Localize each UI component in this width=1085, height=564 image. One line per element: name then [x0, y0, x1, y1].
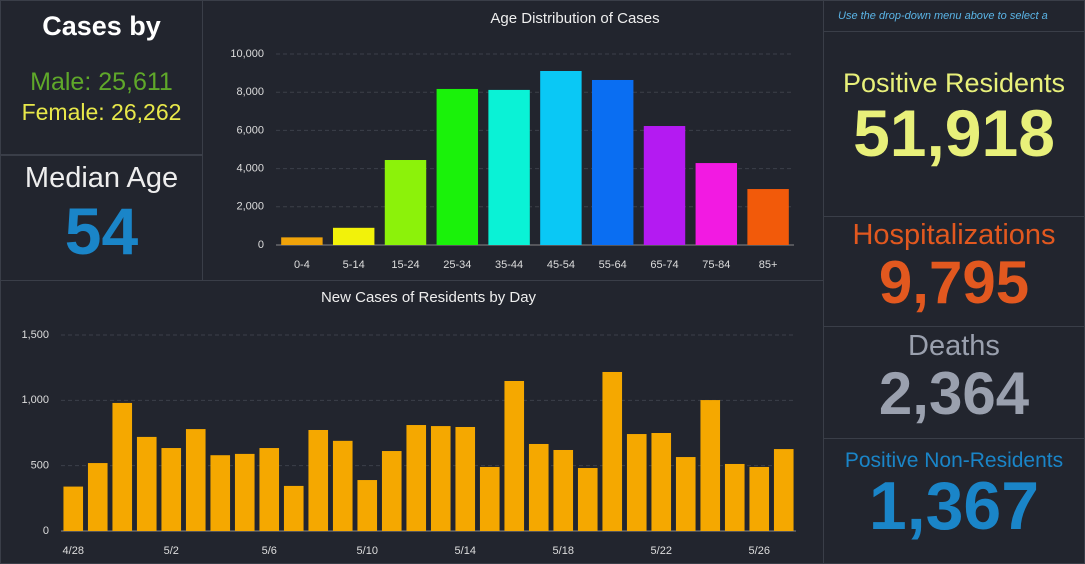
y-tick-label: 1,500: [21, 329, 49, 341]
x-tick-label: 5/2: [164, 545, 179, 557]
y-tick-label: 500: [31, 460, 49, 472]
bar: [695, 163, 738, 245]
bar: [332, 227, 375, 245]
median-label: Median Age: [24, 162, 179, 194]
bar: [455, 426, 476, 531]
bar: [700, 400, 721, 531]
day-chart-panel: New Cases of Residents by Day 0 500 1,000 1,…: [0, 280, 824, 564]
chart-title: Age Distribution of Cases: [490, 10, 659, 27]
bar: [675, 457, 696, 531]
gender-panel: Cases by Male: 25,611 Female: 26,262: [0, 0, 203, 155]
stat-label: Deaths: [908, 330, 1000, 362]
bar: [747, 189, 789, 245]
y-tick-label: 6,000: [236, 124, 264, 136]
stat-value: 9,795: [878, 249, 1030, 316]
bar: [430, 426, 451, 531]
bar: [87, 463, 108, 531]
x-tick-label: 55-64: [599, 259, 627, 271]
x-tick-label: 5/26: [749, 545, 770, 557]
bar: [136, 436, 157, 531]
bar: [283, 485, 304, 531]
chart-title: New Cases of Residents by Day: [321, 289, 537, 306]
bar: [63, 486, 84, 531]
x-tick-label: 5-14: [343, 259, 365, 271]
stat-label: Hospitalizations: [852, 219, 1056, 251]
bar: [749, 466, 770, 531]
x-tick-label: 0-4: [294, 259, 310, 271]
x-tick-label: 5/10: [357, 545, 378, 557]
y-tick-label: 8,000: [236, 86, 264, 98]
male-count: Male: 25,611: [30, 68, 173, 96]
stat-value: 1,367: [868, 468, 1040, 544]
x-tick-label: 5/22: [651, 545, 672, 557]
bar: [528, 443, 549, 531]
y-tick-label: 4,000: [236, 163, 264, 175]
y-tick-label: 0: [43, 525, 49, 537]
stat-panel: Positive Residents 51,918: [823, 31, 1085, 217]
bar: [357, 480, 378, 531]
stat-panel: Positive Non-Residents 1,367: [823, 438, 1085, 564]
stat-label: Positive Residents: [842, 68, 1066, 98]
y-tick-label: 2,000: [236, 201, 264, 213]
x-tick-label: 35-44: [495, 259, 523, 271]
bar: [643, 126, 686, 245]
note-panel: Use the drop-down menu above to select a: [823, 0, 1085, 32]
bar: [436, 88, 479, 245]
bar: [479, 466, 500, 531]
y-tick-label: 0: [258, 239, 264, 251]
bar: [591, 79, 634, 245]
x-tick-label: 4/28: [63, 545, 84, 557]
age-chart: Age Distribution of Cases 0 2,000 4,000 6,00…: [230, 10, 794, 271]
bar: [724, 463, 745, 531]
stat-value: 2,364: [878, 360, 1030, 427]
stat-panel: Hospitalizations 9,795: [823, 216, 1085, 327]
stat-label: Positive Non-Residents: [844, 449, 1064, 472]
y-tick-label: 1,000: [21, 394, 49, 406]
x-tick-label: 5/6: [262, 545, 277, 557]
bar: [553, 449, 574, 531]
bar: [234, 453, 255, 531]
x-tick-label: 65-74: [650, 259, 678, 271]
bar: [602, 371, 623, 531]
stat-value: 51,918: [853, 96, 1055, 170]
x-tick-label: 85+: [759, 259, 778, 271]
bar: [504, 380, 525, 531]
bar: [626, 434, 647, 531]
x-tick-label: 15-24: [391, 259, 419, 271]
female-count: Female: 26,262: [21, 99, 182, 125]
bar: [332, 440, 353, 531]
median-panel: Median Age 54: [0, 155, 203, 281]
x-tick-label: 25-34: [443, 259, 471, 271]
x-tick-label: 5/18: [553, 545, 574, 557]
bar: [577, 468, 598, 531]
bar: [112, 402, 133, 531]
bar: [185, 429, 206, 531]
bar: [488, 89, 530, 246]
stat-panel: Deaths 2,364: [823, 326, 1085, 439]
age-chart-panel: Age Distribution of Cases 0 2,000 4,000 6,00…: [202, 0, 824, 281]
x-tick-label: 45-54: [547, 259, 575, 271]
bar: [281, 237, 323, 245]
day-chart: New Cases of Residents by Day 0 500 1,000 1,…: [21, 289, 796, 557]
bar: [406, 425, 427, 531]
bar: [210, 455, 231, 531]
bar: [540, 70, 582, 246]
bar: [308, 429, 329, 531]
x-tick-label: 5/14: [455, 545, 476, 557]
bar: [161, 448, 182, 531]
median-value: 54: [64, 194, 139, 268]
x-tick-label: 75-84: [702, 259, 730, 271]
bar: [381, 451, 402, 531]
bar: [384, 160, 427, 245]
bar: [259, 448, 280, 531]
y-tick-label: 10,000: [230, 48, 264, 60]
bar: [651, 433, 672, 531]
note: Use the drop-down menu above to select a: [838, 10, 1048, 22]
bar: [773, 449, 794, 531]
panel-title: Cases by: [42, 11, 161, 41]
